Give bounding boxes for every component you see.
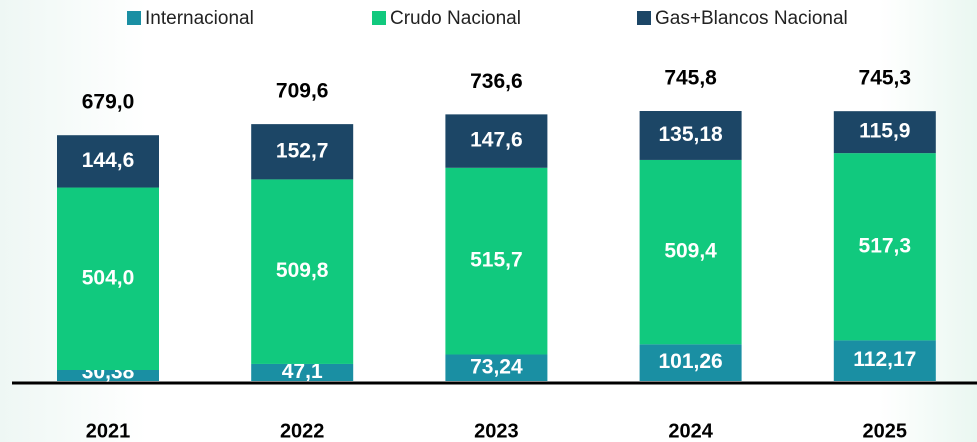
segment-label: 144,6 [82, 149, 135, 172]
legend-label: Crudo Nacional [390, 8, 521, 29]
bar-segment [639, 111, 742, 160]
segment-label: 73,24 [470, 355, 523, 378]
total-label: 736,6 [470, 70, 523, 93]
bar-segment [57, 135, 159, 188]
segment-label: 509,8 [276, 259, 329, 282]
bar-segment [251, 124, 354, 180]
x-tick-label: 2022 [280, 420, 325, 442]
bar-segment [251, 179, 354, 364]
bar-segment [57, 187, 159, 371]
bar-segment [833, 340, 936, 381]
x-tick-label: 2024 [668, 420, 713, 442]
segment-label: 115,9 [859, 120, 910, 143]
segment-label: 101,26 [658, 350, 722, 373]
legend-swatch [372, 11, 386, 25]
total-label: 745,3 [859, 67, 912, 90]
segment-label: 517,3 [859, 234, 912, 257]
bar-segment [445, 354, 548, 381]
segment-label: 47,1 [282, 360, 323, 383]
bar-segment [639, 344, 742, 381]
legend-label: Gas+Blancos Nacional [655, 8, 848, 29]
total-label: 745,8 [664, 67, 717, 90]
bar-segment [833, 153, 936, 341]
bar-segment [639, 159, 742, 345]
total-label: 709,6 [276, 80, 329, 103]
bar-segment [57, 370, 159, 381]
segment-label: 112,17 [853, 348, 916, 371]
segment-label: 152,7 [276, 139, 329, 162]
bar-segment [445, 114, 548, 168]
segment-label: 135,18 [658, 123, 723, 146]
legend-label: Internacional [145, 8, 254, 29]
segment-label: 504,0 [82, 266, 135, 289]
bar-segment [251, 363, 354, 381]
legend-swatch [127, 11, 141, 25]
segment-label: 515,7 [470, 249, 523, 272]
legend-swatch [637, 11, 651, 25]
segment-label: 509,4 [664, 240, 717, 263]
x-tick-label: 2025 [863, 420, 908, 442]
bar-segment [445, 167, 548, 355]
total-label: 679,0 [82, 91, 135, 114]
bar-segment [833, 111, 936, 154]
segment-label: 147,6 [470, 129, 523, 152]
x-tick-label: 2023 [474, 420, 519, 442]
x-tick-label: 2021 [86, 420, 131, 442]
